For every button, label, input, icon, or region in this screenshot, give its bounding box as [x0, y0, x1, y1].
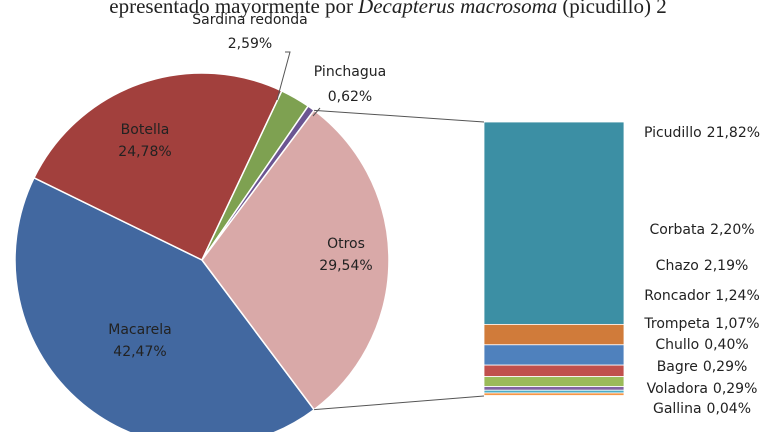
bar-label: Voladora 0,29%	[647, 381, 758, 397]
bar-label-name: Roncador	[644, 288, 710, 304]
bar-label-value: 2,20%	[710, 222, 754, 238]
bar-label-name: Voladora	[647, 381, 708, 397]
leader-line	[312, 107, 321, 117]
bar-segment	[483, 386, 625, 391]
bar-label-value: 21,82%	[707, 125, 760, 141]
slice-value-label: 29,54%	[319, 258, 372, 274]
bar-label-value: 0,29%	[703, 359, 747, 375]
bar-segment	[483, 364, 625, 378]
slice-value-label: 2,59%	[228, 36, 272, 52]
bar-label-name: Bagre	[657, 359, 698, 375]
slice-label: Sardina redonda	[192, 12, 308, 28]
bar-label: Corbata 2,20%	[649, 222, 754, 238]
title-start: epresentado mayormente por	[109, 0, 353, 18]
bar-segment	[483, 121, 625, 325]
bar-label: Bagre 0,29%	[657, 359, 748, 375]
bar-label: Picudillo 21,82%	[644, 125, 760, 141]
slice-value-label: 42,47%	[113, 344, 166, 360]
slice-label: Pinchagua	[314, 64, 386, 80]
bar-segment	[483, 389, 625, 394]
bar-label: Chullo 0,40%	[655, 337, 748, 353]
title-end: (picudillo) 2	[562, 0, 666, 18]
bar-label-name: Chazo	[656, 258, 699, 274]
bar-label-name: Picudillo	[644, 125, 702, 141]
bar-segment	[483, 323, 625, 346]
bar-label-name: Corbata	[649, 222, 705, 238]
bar-label-value: 2,19%	[704, 258, 748, 274]
bar-label-value: 1,24%	[715, 288, 759, 304]
leader-line	[276, 51, 291, 101]
connector-line	[314, 395, 485, 411]
slice-label: Otros	[327, 236, 365, 252]
pie-slice	[33, 72, 283, 262]
bar-label-value: 0,29%	[713, 381, 757, 397]
connector-line	[314, 109, 485, 123]
bar-label-name: Chullo	[655, 337, 699, 353]
bar-label-value: 1,07%	[715, 316, 759, 332]
slice-value-label: 0,62%	[328, 89, 372, 105]
bar-label-name: Gallina	[653, 401, 702, 417]
slice-label: Botella	[121, 122, 170, 138]
bar-label-value: 0,40%	[704, 337, 748, 353]
pie-slice	[14, 176, 316, 432]
slice-label: Macarela	[108, 322, 171, 338]
title-species: Decapterus macrosoma	[357, 0, 557, 18]
slice-value-label: 24,78%	[118, 144, 171, 160]
bar-label: Gallina 0,04%	[653, 401, 751, 417]
bar-label-value: 0,04%	[707, 401, 751, 417]
bar-label: Trompeta 1,07%	[643, 316, 759, 332]
pie-slice	[201, 109, 390, 411]
bar-label: Chazo 2,19%	[656, 258, 749, 274]
bar-label-name: Trompeta	[643, 316, 710, 332]
bar-segment	[483, 376, 625, 387]
bar-segment	[483, 344, 625, 366]
bar-segment	[483, 392, 625, 397]
chart-title: epresentado mayormente por Decapterus mac…	[109, 0, 666, 18]
bar-label: Roncador 1,24%	[644, 288, 760, 304]
